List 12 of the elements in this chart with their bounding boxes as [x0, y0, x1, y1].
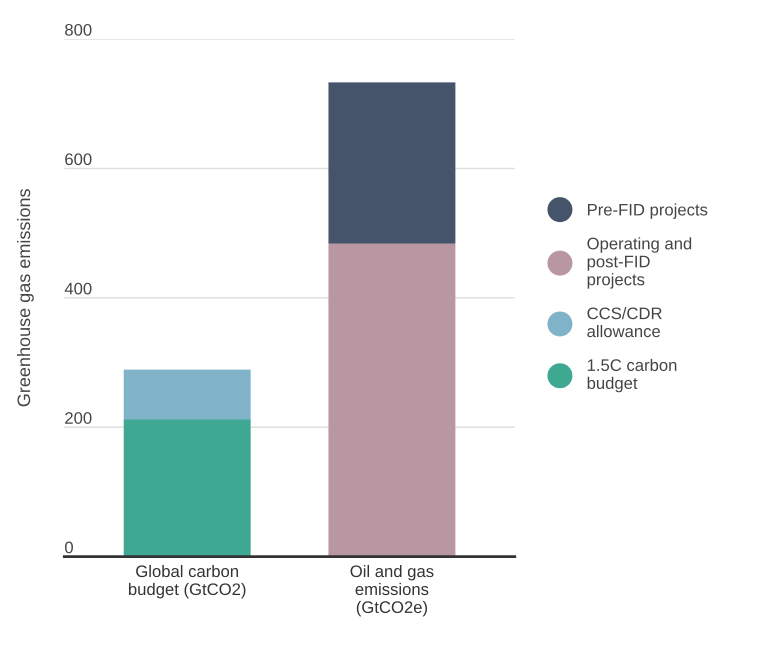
y-tick-label: 400: [64, 282, 92, 295]
y-tick-label: 200: [65, 412, 92, 424]
x-tick-label: Oil and gas emissions (GtCO2e): [350, 564, 434, 616]
y-tick-label: 800: [65, 24, 92, 36]
y-tick-label: 0: [64, 542, 73, 554]
legend-label: CCS/CDR allowance: [587, 307, 662, 338]
legend-label: 1.5C carbon budget: [588, 358, 676, 392]
legend-label: Pre-FID projects: [588, 203, 708, 219]
y-tick-label: 600: [65, 153, 92, 166]
legend-label: Operating and post-FID projects: [587, 237, 692, 289]
x-tick-label: Global carbon budget (GtCO2): [128, 564, 246, 598]
y-axis-title: Greenhouse gas emissions: [16, 189, 34, 406]
